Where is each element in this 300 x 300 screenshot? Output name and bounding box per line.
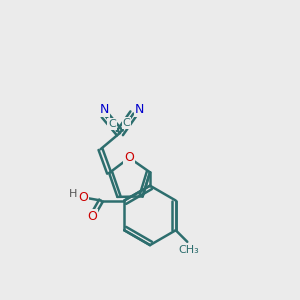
Text: CH₃: CH₃: [178, 245, 199, 255]
Text: H: H: [69, 189, 78, 200]
Text: O: O: [124, 151, 134, 164]
Text: O: O: [87, 210, 97, 223]
Text: N: N: [135, 103, 144, 116]
Text: O: O: [78, 191, 88, 204]
Text: C: C: [108, 119, 116, 129]
Text: N: N: [100, 103, 109, 116]
Text: C: C: [123, 118, 130, 128]
